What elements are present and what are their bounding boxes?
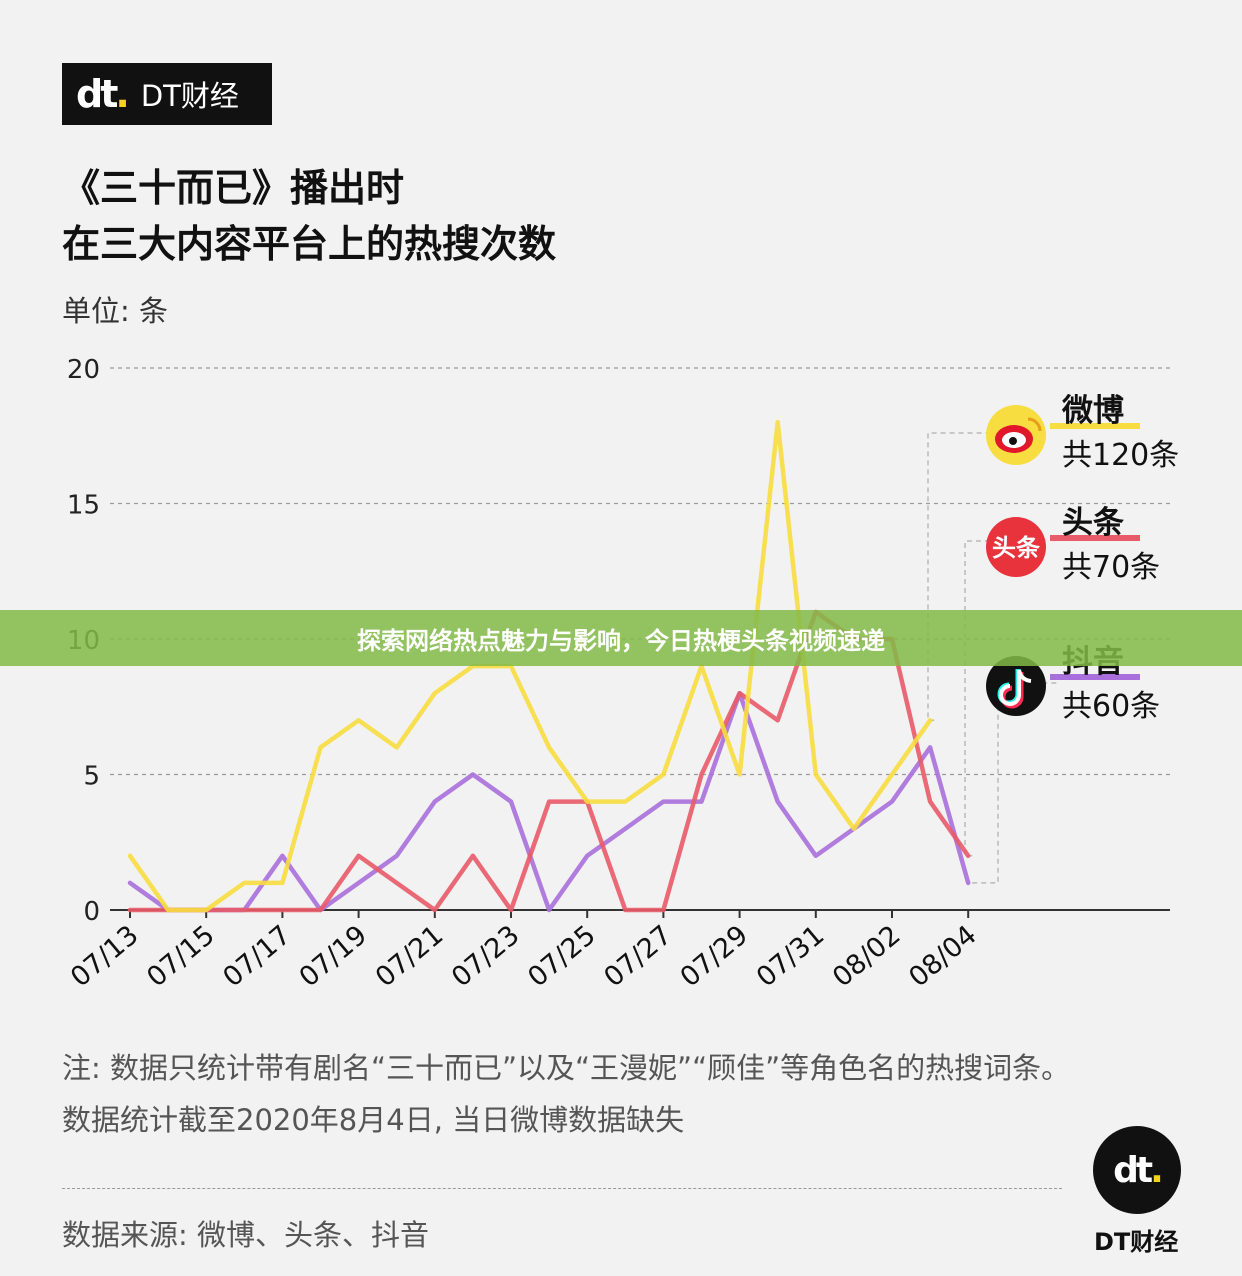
legend-series-total: 共70条	[1062, 550, 1160, 585]
footnote-line2: 数据统计截至2020年8月4日, 当日微博数据缺失	[62, 1103, 685, 1137]
x-tick-label: 08/04	[903, 920, 983, 994]
promo-banner[interactable]: 探索网络热点魅力与影响，今日热梗头条视频速递	[0, 610, 1242, 666]
footnote: 注: 数据只统计带有剧名“三十而已”以及“王漫妮”“顾佳”等角色名的热搜词条。 …	[62, 1042, 1202, 1146]
douyin-logo-note-white	[999, 669, 1032, 706]
chart-title: 《三十而已》播出时 在三大内容平台上的热搜次数	[62, 160, 556, 272]
brand-logo: dt. DT财经	[62, 63, 272, 125]
source-divider	[62, 1188, 1062, 1189]
footnote-line1: 注: 数据只统计带有剧名“三十而已”以及“王漫妮”“顾佳”等角色名的热搜词条。	[62, 1051, 1071, 1085]
legend-color-bar	[1050, 423, 1140, 429]
line-chart: 0510152007/1307/1507/1707/1907/2107/2307…	[65, 355, 1179, 994]
legend-series-name: 微博	[1061, 393, 1124, 429]
brand-mark: dt.	[76, 72, 130, 116]
series-line-0	[127, 419, 933, 913]
legend-color-bar	[1050, 674, 1140, 680]
x-tick-label: 07/23	[446, 920, 526, 994]
legend-series-total: 共120条	[1062, 438, 1179, 473]
footer-logo-name: DT财经	[1094, 1228, 1179, 1256]
brand-name: DT财经	[140, 79, 239, 113]
y-tick-label: 20	[67, 355, 100, 385]
legend-color-bar	[1050, 535, 1140, 541]
x-tick-label: 08/02	[827, 920, 907, 994]
x-tick-label: 07/25	[522, 920, 602, 994]
legend-series-total: 共60条	[1062, 689, 1160, 724]
data-source: 数据来源: 微博、头条、抖音	[62, 1218, 429, 1252]
x-tick-label: 07/31	[751, 920, 831, 994]
x-tick-label: 07/27	[598, 920, 678, 994]
x-tick-label: 07/19	[294, 920, 374, 994]
toutiao-logo-text: 头条	[992, 534, 1041, 562]
weibo-logo-eye	[1009, 437, 1017, 445]
x-tick-label: 07/13	[65, 920, 145, 994]
y-tick-label: 15	[67, 491, 100, 521]
legend-series-name: 头条	[1062, 505, 1124, 541]
chart-title-line2: 在三大内容平台上的热搜次数	[62, 222, 557, 266]
x-tick-label: 07/15	[141, 920, 221, 994]
series-line-2	[127, 690, 971, 913]
legend-connector	[927, 432, 988, 722]
y-tick-label: 0	[83, 897, 100, 927]
y-tick-label: 5	[83, 762, 100, 792]
x-tick-label: 07/29	[675, 920, 755, 994]
weibo-logo-wave	[1027, 417, 1042, 432]
chart-title-line1: 《三十而已》播出时	[62, 166, 405, 210]
footer-logo-icon: dt.	[1093, 1126, 1181, 1214]
x-tick-label: 07/17	[217, 920, 297, 994]
unit-label: 单位: 条	[62, 294, 168, 328]
toutiao-logo-icon	[986, 517, 1046, 577]
x-tick-label: 07/21	[370, 920, 450, 994]
